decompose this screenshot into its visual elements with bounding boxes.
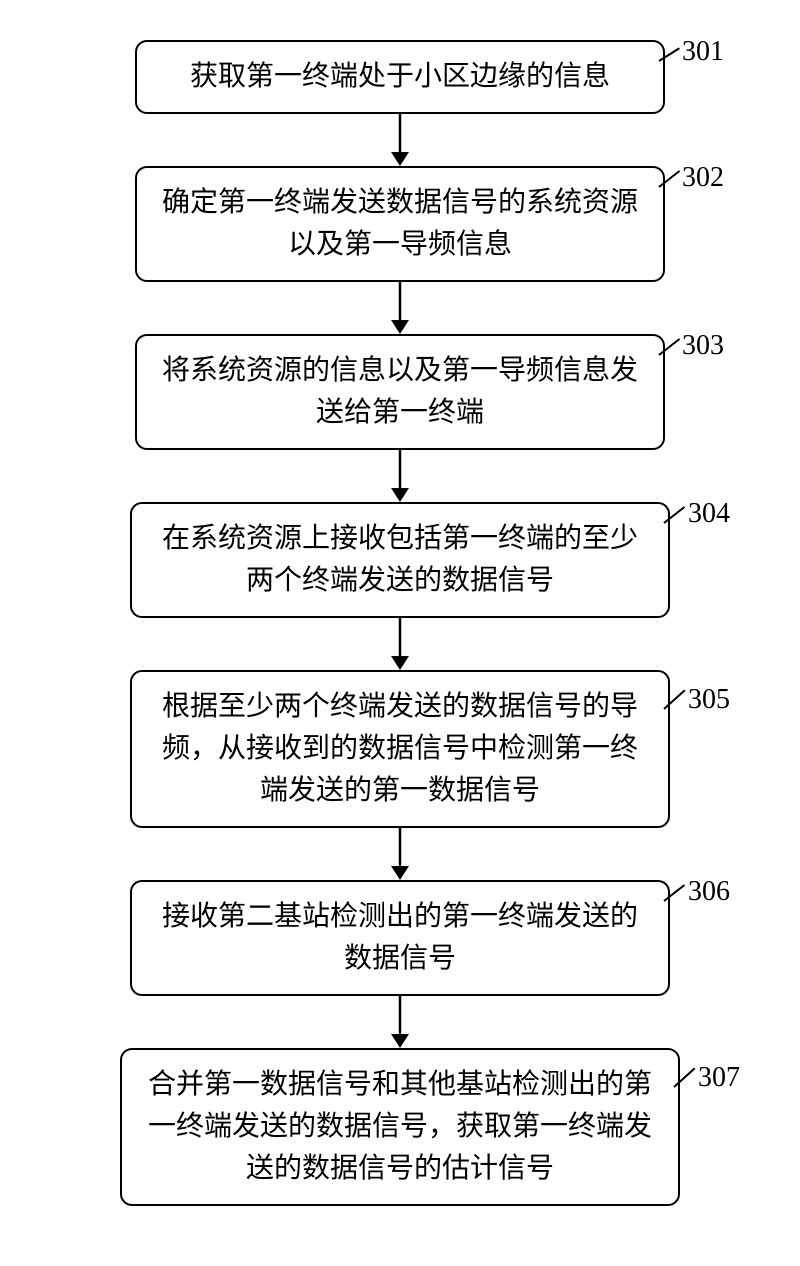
flow-arrow bbox=[70, 996, 730, 1048]
step-box: 接收第二基站检测出的第一终端发送的数据信号 bbox=[130, 880, 670, 996]
flow-arrow bbox=[70, 828, 730, 880]
flowchart-container: 获取第一终端处于小区边缘的信息301 确定第一终端发送数据信号的系统资源以及第一导… bbox=[70, 40, 730, 1206]
step-number-label: 301 bbox=[682, 36, 724, 68]
flow-arrow bbox=[70, 618, 730, 670]
flowchart-step-305: 根据至少两个终端发送的数据信号的导频，从接收到的数据信号中检测第一终端发送的第一… bbox=[70, 670, 730, 828]
step-box: 将系统资源的信息以及第一导频信息发送给第一终端 bbox=[135, 334, 665, 450]
flow-arrow bbox=[70, 114, 730, 166]
flowchart-step-303: 将系统资源的信息以及第一导频信息发送给第一终端303 bbox=[70, 334, 730, 450]
step-number-label: 307 bbox=[698, 1062, 740, 1094]
flowchart-step-302: 确定第一终端发送数据信号的系统资源以及第一导频信息302 bbox=[70, 166, 730, 282]
flowchart-step-306: 接收第二基站检测出的第一终端发送的数据信号306 bbox=[70, 880, 730, 996]
flowchart-step-307: 合并第一数据信号和其他基站检测出的第一终端发送的数据信号，获取第一终端发送的数据… bbox=[70, 1048, 730, 1206]
step-box: 确定第一终端发送数据信号的系统资源以及第一导频信息 bbox=[135, 166, 665, 282]
step-box: 在系统资源上接收包括第一终端的至少两个终端发送的数据信号 bbox=[130, 502, 670, 618]
step-box: 获取第一终端处于小区边缘的信息 bbox=[135, 40, 665, 114]
step-box: 根据至少两个终端发送的数据信号的导频，从接收到的数据信号中检测第一终端发送的第一… bbox=[130, 670, 670, 828]
step-number-label: 305 bbox=[688, 684, 730, 716]
flowchart-step-301: 获取第一终端处于小区边缘的信息301 bbox=[70, 40, 730, 114]
step-number-label: 304 bbox=[688, 498, 730, 530]
step-box: 合并第一数据信号和其他基站检测出的第一终端发送的数据信号，获取第一终端发送的数据… bbox=[120, 1048, 680, 1206]
flowchart-step-304: 在系统资源上接收包括第一终端的至少两个终端发送的数据信号304 bbox=[70, 502, 730, 618]
flow-arrow bbox=[70, 450, 730, 502]
flow-arrow bbox=[70, 282, 730, 334]
step-number-label: 303 bbox=[682, 330, 724, 362]
step-number-label: 306 bbox=[688, 876, 730, 908]
step-number-label: 302 bbox=[682, 162, 724, 194]
